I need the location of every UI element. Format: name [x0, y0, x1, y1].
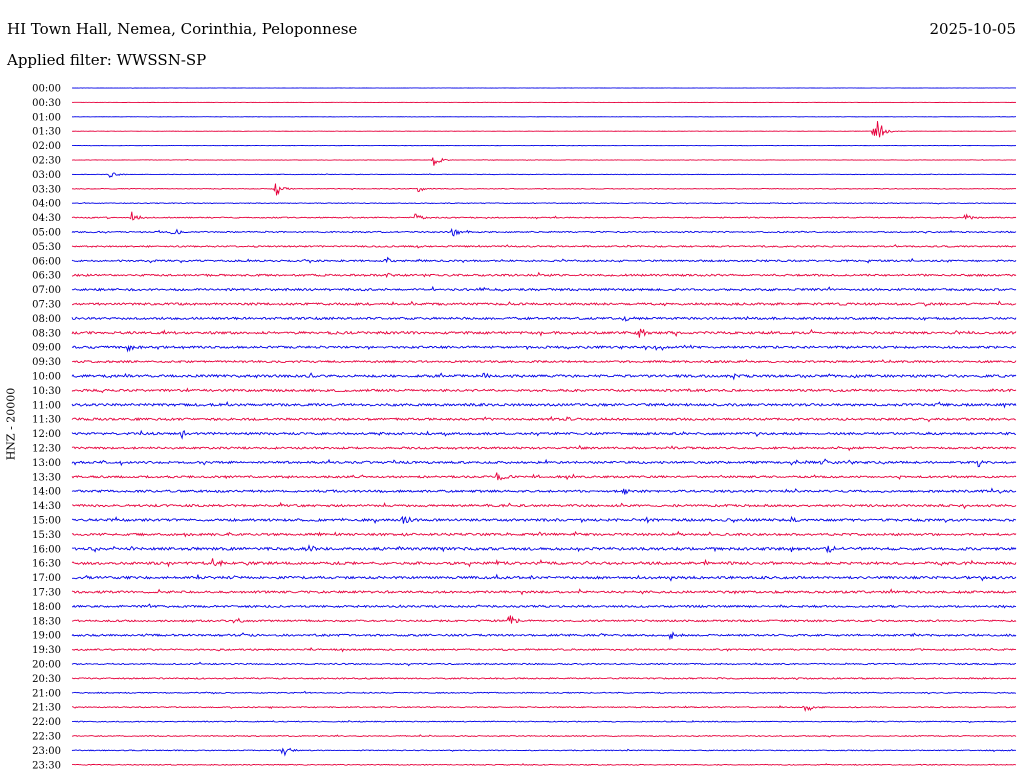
row-time-label: 13:00	[32, 458, 61, 469]
row-time-label: 19:30	[32, 645, 61, 656]
trace-0300	[71, 172, 1017, 179]
row-time-label: 22:00	[32, 717, 61, 728]
row-time-label: 22:30	[32, 732, 61, 743]
trace-2300	[71, 747, 1017, 757]
trace-0400	[71, 201, 1017, 205]
row-time-label: 12:00	[32, 429, 61, 440]
row-time-label: 09:00	[32, 343, 61, 354]
trace-1130	[71, 415, 1017, 423]
trace-1400	[71, 487, 1017, 495]
trace-2000	[71, 661, 1017, 667]
row-time-label: 03:30	[32, 184, 61, 195]
trace-0900	[71, 344, 1016, 353]
row-time-label: 17:00	[32, 573, 61, 584]
trace-0130	[71, 121, 1017, 138]
trace-0630	[71, 271, 1017, 279]
row-time-label: 06:30	[32, 271, 61, 282]
trace-1200	[71, 429, 1017, 440]
row-time-label: 02:00	[32, 141, 61, 152]
row-time-label: 01:30	[32, 127, 61, 138]
trace-1500	[71, 515, 1017, 524]
row-time-label: 13:30	[32, 472, 61, 483]
row-time-label: 20:00	[32, 660, 61, 671]
row-time-label: 08:00	[32, 314, 61, 325]
applied-filter: Applied filter: WWSSN-SP	[7, 51, 207, 69]
trace-1230	[71, 444, 1017, 452]
trace-0430	[71, 211, 1017, 221]
trace-2230	[71, 734, 1017, 738]
row-time-label: 11:30	[32, 415, 61, 426]
trace-1800	[71, 603, 1017, 609]
trace-1830	[71, 615, 1017, 624]
trace-1700	[72, 573, 1017, 582]
trace-1030	[71, 387, 1017, 394]
row-time-label: 05:00	[32, 228, 61, 239]
trace-1600	[71, 544, 1017, 554]
trace-1730	[71, 588, 1017, 596]
trace-0530	[71, 244, 1017, 249]
row-time-label: 18:30	[32, 616, 61, 627]
row-time-label: 23:00	[32, 746, 61, 757]
row-time-label: 21:30	[32, 703, 61, 714]
row-time-label: 01:00	[32, 112, 61, 123]
row-time-label: 00:00	[32, 84, 61, 95]
trace-1530	[71, 530, 1017, 538]
row-time-label: 10:00	[32, 372, 61, 383]
row-time-label: 05:30	[32, 242, 61, 253]
trace-0930	[71, 359, 1017, 364]
row-time-label: 06:00	[32, 256, 61, 267]
row-time-label: 16:00	[32, 544, 61, 555]
row-time-label: 07:30	[32, 300, 61, 311]
trace-1630	[71, 558, 1017, 568]
trace-1430	[71, 501, 1017, 510]
row-time-label: 04:00	[32, 199, 61, 210]
trace-0830	[71, 328, 1017, 338]
trace-2130	[71, 704, 1017, 713]
trace-1330	[71, 472, 1017, 481]
row-time-label: 07:00	[32, 285, 61, 296]
row-time-label: 03:00	[32, 170, 61, 181]
trace-2100	[71, 690, 1017, 695]
trace-1930	[71, 647, 1017, 653]
row-time-label: 23:30	[32, 760, 61, 771]
row-time-label: 10:30	[32, 386, 61, 397]
trace-2200	[71, 719, 1017, 724]
trace-0600	[71, 256, 1017, 264]
trace-0500	[71, 227, 1017, 237]
trace-0700	[71, 285, 1017, 292]
row-time-label: 15:00	[32, 516, 61, 527]
trace-1100	[71, 401, 1017, 409]
trace-1000	[71, 372, 1017, 381]
row-time-label: 18:00	[32, 602, 61, 613]
trace-2330	[71, 763, 1017, 766]
row-time-label: 12:30	[32, 444, 61, 455]
record-date: 2025-10-05	[929, 20, 1016, 38]
row-time-label: 16:30	[32, 559, 61, 570]
row-time-label: 00:30	[32, 98, 61, 109]
trace-0800	[71, 315, 1017, 322]
row-time-label: 04:30	[32, 213, 61, 224]
trace-0100	[71, 116, 1017, 118]
trace-0330	[71, 183, 1017, 196]
trace-1900	[71, 631, 1017, 641]
row-time-label: 08:30	[32, 328, 61, 339]
row-time-label: 02:30	[32, 156, 61, 167]
row-time-label: 09:30	[32, 357, 61, 368]
row-time-label: 14:30	[32, 501, 61, 512]
row-time-label: 15:30	[32, 530, 61, 541]
trace-1300	[71, 458, 1017, 468]
station-title: HI Town Hall, Nemea, Corinthia, Peloponn…	[7, 20, 358, 38]
row-time-label: 19:00	[32, 631, 61, 642]
row-time-label: 21:00	[32, 688, 61, 699]
row-time-label: 20:30	[32, 674, 61, 685]
row-time-label: 11:00	[32, 400, 61, 411]
row-time-label: 17:30	[32, 588, 61, 599]
trace-2030	[71, 677, 1017, 681]
trace-0230	[71, 157, 1017, 166]
row-time-label: 14:00	[32, 487, 61, 498]
trace-0730	[71, 300, 1017, 307]
